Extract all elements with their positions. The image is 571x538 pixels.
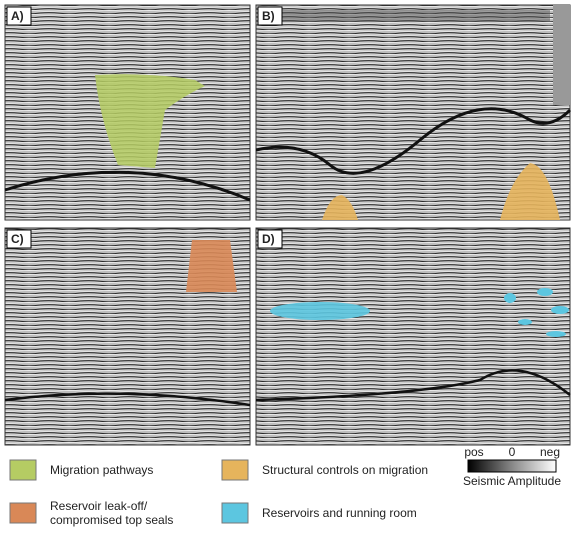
legend-swatch — [222, 460, 248, 480]
panel-b: B) — [256, 5, 570, 220]
legend-label: Reservoir leak-off/ — [50, 499, 148, 513]
reservoir-overlay — [504, 293, 516, 303]
colorbar: pos 0 neg Seismic Amplitude — [463, 445, 561, 488]
legend: Migration pathways Structural controls on… — [10, 460, 428, 527]
reservoir-overlay — [537, 288, 553, 296]
legend-swatch — [10, 503, 36, 523]
reservoir-overlay — [270, 302, 370, 320]
panel-label: B) — [262, 9, 275, 23]
legend-swatch — [222, 503, 248, 523]
panel-label: C) — [11, 232, 24, 246]
figure: A) B) C) D) — [0, 0, 571, 533]
reservoir-overlay — [546, 331, 566, 337]
legend-label: Structural controls on migration — [262, 463, 428, 477]
legend-label: Migration pathways — [50, 463, 153, 477]
leak-off-overlay — [186, 240, 237, 292]
colorbar-tick: pos — [464, 445, 483, 459]
colorbar-scale — [468, 460, 556, 472]
panel-d: D) — [256, 228, 570, 445]
legend-label: Reservoirs and running room — [262, 506, 417, 520]
colorbar-tick: 0 — [509, 445, 516, 459]
no-data — [553, 5, 570, 105]
reservoir-overlay — [518, 319, 532, 325]
colorbar-label: Seismic Amplitude — [463, 474, 561, 488]
reservoir-overlay — [551, 306, 569, 314]
legend-swatch — [10, 460, 36, 480]
panels: A) B) C) D) — [5, 5, 570, 445]
panel-c: C) — [5, 228, 250, 445]
panel-label: D) — [262, 232, 275, 246]
legend-label: compromised top seals — [50, 513, 173, 527]
noise-band — [280, 10, 550, 22]
panel-label: A) — [11, 9, 24, 23]
colorbar-tick: neg — [540, 445, 560, 459]
seismic-image — [256, 228, 570, 445]
panel-a: A) — [5, 5, 250, 220]
